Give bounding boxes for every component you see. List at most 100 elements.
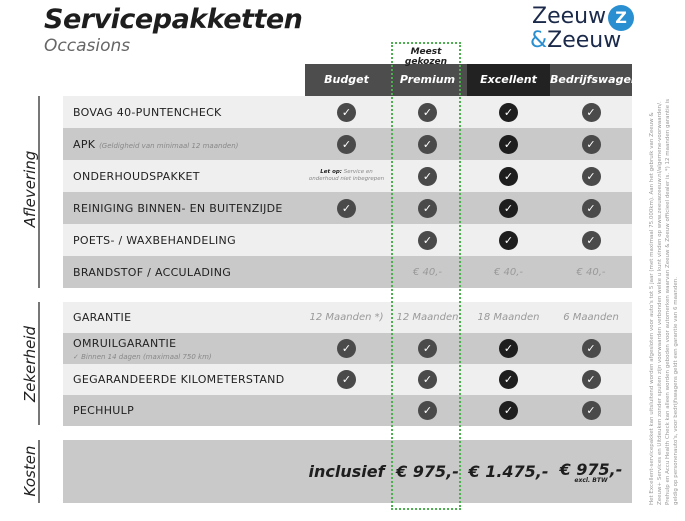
table-cell [305,395,388,426]
kosten-row: inclusief € 975,- € 1.475,- € 975,- excl.… [63,440,632,503]
table-cell: 6 Maanden [550,302,632,333]
table-cell [305,256,388,288]
row-label: BOVAG 40-PUNTENCHECK [73,105,222,119]
column-header-excellent: Excellent [467,64,550,96]
price-budget: inclusief [308,462,385,481]
cell-value: € 40,- [412,266,443,278]
table-cell: ✓ [550,224,632,256]
row-label: REINIGING BINNEN- EN BUITENZIJDE [73,201,283,215]
table-cell: ✓ [305,192,388,224]
table-row: GEGARANDEERDE KILOMETERSTAND ✓ ✓ ✓ ✓ [63,364,632,395]
logo-badge-icon: Z [608,5,634,31]
cell-value: € 40,- [576,266,606,278]
table-cell: ✓ [550,192,632,224]
page-subtitle: Occasions [44,36,131,56]
check-icon: ✓ [581,198,601,218]
table-cell: ✓ [467,224,550,256]
cell-value: € 40,- [493,266,524,278]
page-title: Servicepakketten [44,4,303,35]
cell-value: 12 Maanden [396,312,459,323]
cell-value: 6 Maanden [563,312,619,323]
row-label: GEGARANDEERDE KILOMETERSTAND [73,373,285,386]
check-icon: ✓ [418,370,437,389]
table-cell: € 40,- [550,256,632,288]
cell-value: 18 Maanden [477,312,540,323]
check-icon: ✓ [418,339,437,358]
table-cell: ✓ [550,96,632,128]
row-label: BRANDSTOF / ACCULADING [73,265,232,279]
column-header-budget: Budget [305,64,388,96]
table-cell: € 40,- [467,256,550,288]
check-icon: ✓ [581,401,601,420]
table-cell: ✓ [305,364,388,395]
table-cell: ✓ [467,96,550,128]
table-cell: ✓ [550,333,632,364]
table-cell: ✓ [388,224,467,256]
table-cell: ✓ [388,160,467,192]
row-label: GARANTIE [73,311,132,324]
table-row: ONDERHOUDSPAKKET Let op: Service en onder… [63,160,632,192]
check-icon: ✓ [581,102,601,122]
check-icon: ✓ [418,102,437,122]
check-icon: ✓ [581,166,601,186]
table-cell: Let op: Service en onderhoud niet inbegr… [305,160,388,192]
table-cell: ✓ [467,364,550,395]
table-cell: ✓ [388,192,467,224]
table-row: BRANDSTOF / ACCULADING € 40,- € 40,- € 40,- [63,256,632,288]
check-icon: ✓ [499,166,518,186]
check-icon: ✓ [581,230,601,250]
table-row: REINIGING BINNEN- EN BUITENZIJDE ✓ ✓ ✓ ✓ [63,192,632,224]
column-header-bedrijfswagens: Bedrijfswagens [550,64,645,96]
check-icon: ✓ [499,230,518,250]
check-icon: ✓ [581,339,601,358]
table-cell: ✓ [467,192,550,224]
table-cell: ✓ [305,128,388,160]
row-label: APK [73,137,96,151]
table-cell: ✓ [467,160,550,192]
table-row: BOVAG 40-PUNTENCHECK ✓ ✓ ✓ ✓ [63,96,632,128]
check-icon: ✓ [418,166,437,186]
check-icon: ✓ [499,102,518,122]
table-cell: ✓ [550,128,632,160]
price-premium: € 975,- [396,462,459,481]
check-icon: ✓ [418,198,437,218]
table-row: OMRUILGARANTIE ✓ Binnen 14 dagen (maximaa… [63,333,632,364]
table-cell: ✓ [305,96,388,128]
check-icon: ✓ [499,339,518,358]
most-chosen-label: Meest gekozen [404,47,448,67]
zeeuw-zeeuw-logo: Zeeuw Z &Zeeuw [530,4,640,54]
table-cell: ✓ [467,128,550,160]
check-icon: ✓ [337,134,356,154]
table-cell: ✓ [388,333,467,364]
check-icon: ✓ [418,401,437,420]
check-icon: ✓ [499,370,518,389]
row-subnote: ✓ Binnen 14 dagen (maximaal 750 km) [73,352,212,361]
excl-btw-note: excl. BTW [574,476,608,484]
table-cell: ✓ [467,395,550,426]
check-icon: ✓ [581,370,601,389]
table-row: PECHHULP ✓ ✓ ✓ [63,395,632,426]
section-divider [38,96,40,288]
table-cell: ✓ [305,333,388,364]
table-cell: € 40,- [388,256,467,288]
section-divider [38,440,40,503]
table-cell: ✓ [388,364,467,395]
row-label: OMRUILGARANTIE [73,336,177,350]
row-label: ONDERHOUDSPAKKET [73,169,200,183]
check-icon: ✓ [418,134,437,154]
table-cell: ✓ [388,96,467,128]
table-cell: 18 Maanden [467,302,550,333]
check-icon: ✓ [337,102,356,122]
table-cell: 12 Maanden [388,302,467,333]
section-aflevering: Aflevering [21,150,39,228]
table-row: POETS- / WAXBEHANDELING ✓ ✓ ✓ [63,224,632,256]
table-row: APK (Geldigheid van minimaal 12 maanden)… [63,128,632,160]
check-icon: ✓ [337,339,356,358]
table-cell: ✓ [550,364,632,395]
section-kosten: Kosten [21,445,39,497]
section-zekerheid: Zekerheid [21,326,39,403]
check-icon: ✓ [337,370,356,389]
table-cell: ✓ [550,395,632,426]
check-icon: ✓ [499,401,518,420]
row-label: POETS- / WAXBEHANDELING [73,233,236,247]
